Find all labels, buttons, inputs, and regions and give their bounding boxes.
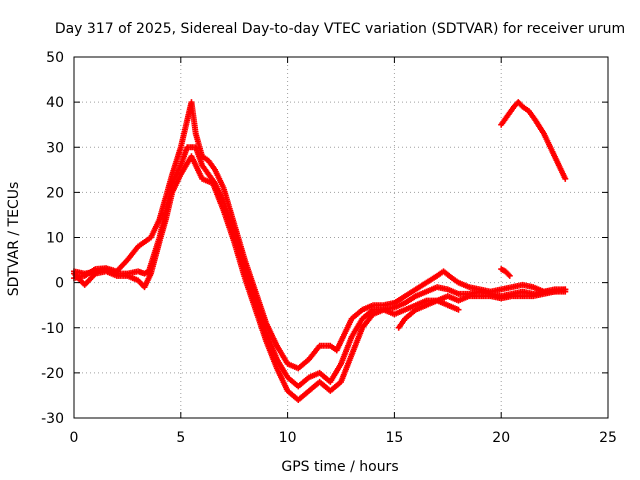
y-tick-label: -20 [41, 366, 64, 382]
series-segment-a [395, 297, 462, 331]
y-tick-label: 0 [55, 276, 64, 292]
y-axis-label: SDTVAR / TECUs [6, 182, 22, 297]
data-point [505, 271, 512, 278]
x-tick-label: 0 [70, 430, 79, 446]
x-tick-label: 10 [279, 430, 297, 446]
data-point [506, 272, 513, 279]
series-late-arc [498, 99, 569, 182]
y-tick-label: 10 [46, 231, 64, 247]
x-tick-label: 5 [176, 430, 185, 446]
series-segment-b [498, 266, 513, 279]
y-tick-label: -30 [41, 411, 64, 427]
x-axis-label: GPS time / hours [281, 459, 398, 475]
y-tick-label: 50 [46, 50, 64, 66]
series-upper-trace [71, 99, 569, 372]
data-series [71, 99, 569, 403]
data-point [562, 175, 569, 182]
x-tick-label: 15 [385, 430, 403, 446]
y-tick-label: 40 [46, 95, 64, 111]
series-lower-trace [71, 153, 569, 403]
x-tick-label: 25 [599, 430, 617, 446]
data-point [562, 286, 569, 293]
chart-title: Day 317 of 2025, Sidereal Day-to-day VTE… [55, 21, 625, 37]
data-point [455, 306, 462, 313]
y-tick-label: 30 [46, 140, 64, 156]
axis-ticks: 0 5 10 15 20 25 -30 -20 -10 0 10 20 30 40 50 [41, 50, 617, 446]
x-tick-label: 20 [492, 430, 510, 446]
series-middle-trace [71, 144, 569, 390]
y-tick-label: -10 [41, 321, 64, 337]
y-tick-label: 20 [46, 185, 64, 201]
